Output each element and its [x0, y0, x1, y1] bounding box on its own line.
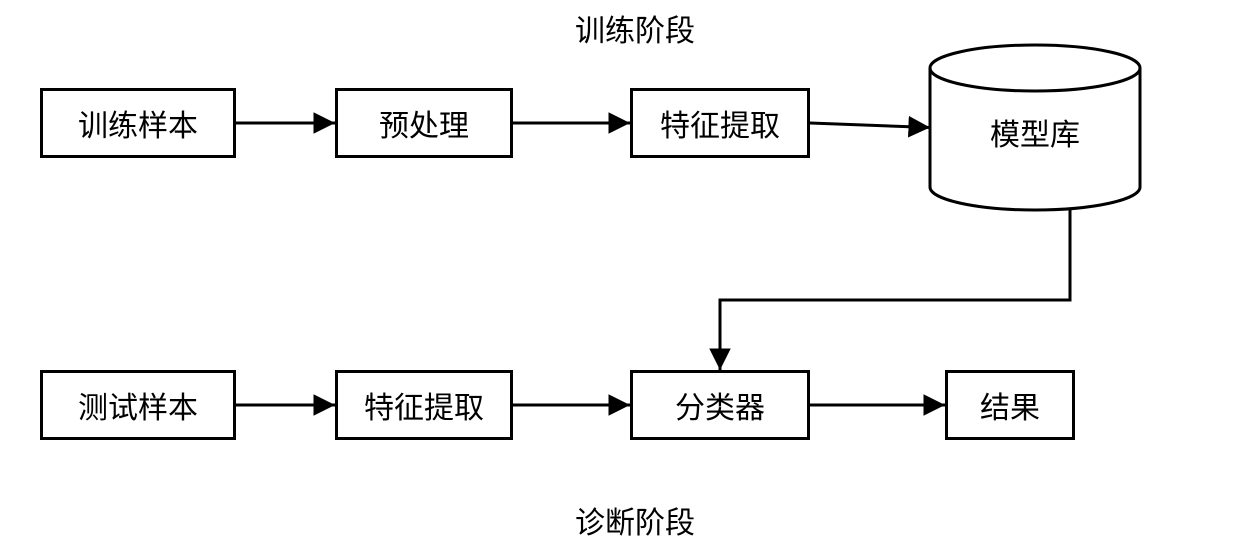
node-feat_extract_1: 特征提取: [630, 88, 810, 158]
title-diagnosis-phase: 诊断阶段: [535, 500, 735, 540]
node-test_sample: 测试样本: [40, 370, 236, 440]
diagram-canvas: 训练阶段诊断阶段训练样本预处理特征提取模型库测试样本特征提取分类器结果: [0, 0, 1240, 551]
node-classifier: 分类器: [630, 370, 810, 440]
node-train_sample: 训练样本: [40, 88, 236, 158]
title-training-phase: 训练阶段: [535, 8, 735, 48]
node-feat_extract_2: 特征提取: [335, 370, 513, 440]
node-preprocess: 预处理: [335, 88, 513, 158]
node-result: 结果: [945, 370, 1075, 440]
node-model_db: 模型库: [930, 73, 1140, 192]
